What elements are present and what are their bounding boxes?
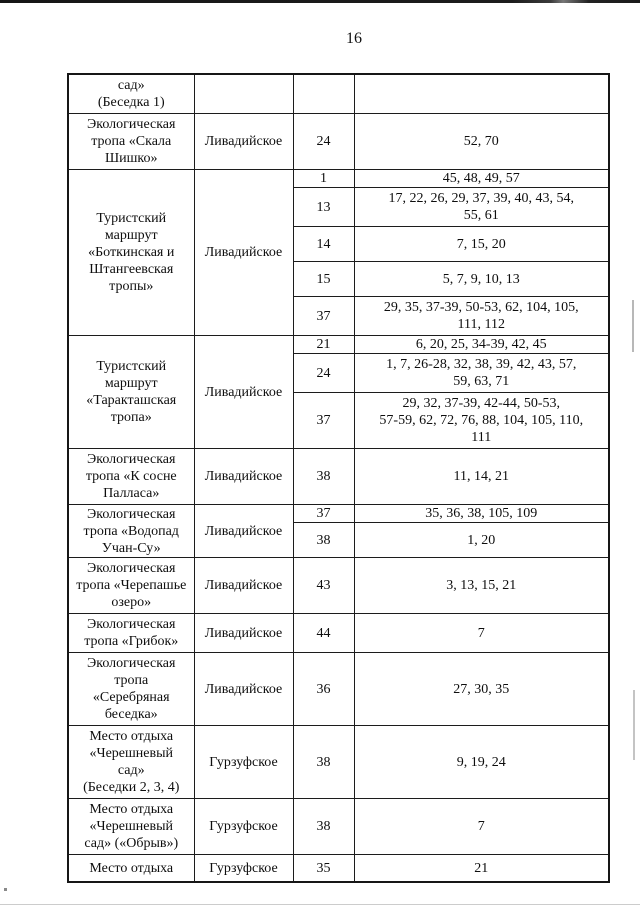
reference-numbers-cell: 17, 22, 26, 29, 37, 39, 40, 43, 54, 55, … (353, 187, 610, 227)
table-row: Место отдыха «Черешневый сад» (Беседки 2… (67, 725, 610, 799)
route-name-cell: Место отдыха «Черешневый сад» (Беседки 2… (67, 725, 195, 799)
table-row: Экологическая тропа «Грибок» Ливадийское 4… (67, 613, 610, 653)
routes-table: сад» (Беседка 1) Экологическая тропа «Ска… (67, 73, 610, 883)
route-name-cell: Туристский маршрут «Таракташская тропа» (67, 335, 195, 449)
index-number-cell: 44 (292, 613, 355, 653)
table-row: Туристский маршрут «Таракташская тропа» Л… (67, 335, 610, 449)
district-cell: Ливадийское (193, 169, 294, 336)
index-number-cell: 38 (292, 522, 355, 558)
table-row: Место отдыха «Черешневый сад» («Обрыв») Г… (67, 798, 610, 855)
route-name-cell: Экологическая тропа «Скала Шишко» (67, 113, 195, 170)
reference-numbers-cell: 1, 20 (353, 522, 610, 558)
reference-numbers-cell: 7, 15, 20 (353, 226, 610, 262)
index-number-cell: 14 (292, 226, 355, 262)
reference-numbers-cell: 11, 14, 21 (353, 448, 610, 505)
district-cell: Ливадийское (193, 113, 294, 170)
reference-numbers-cell: 7 (353, 798, 610, 855)
table-row: Экологическая тропа «Черепашье озеро» Лив… (67, 557, 610, 614)
index-number-cell: 21 (292, 335, 355, 354)
table-row: Экологическая тропа «Скала Шишко» Ливадий… (67, 113, 610, 170)
table-row: Экологическая тропа «К сосне Палласа» Лив… (67, 448, 610, 505)
index-number-cell: 38 (292, 798, 355, 855)
page-number: 16 (346, 30, 362, 47)
route-name-cell: Экологическая тропа «Грибок» (67, 613, 195, 653)
reference-numbers-cell: 27, 30, 35 (353, 652, 610, 726)
reference-numbers-cell: 29, 32, 37-39, 42-44, 50-53, 57-59, 62, … (353, 392, 610, 449)
route-name-cell: сад» (Беседка 1) (67, 73, 195, 114)
index-number-cell: 24 (292, 353, 355, 393)
reference-numbers-cell: 7 (353, 613, 610, 653)
route-name-cell: Экологическая тропа «К сосне Палласа» (67, 448, 195, 505)
reference-numbers-cell: 5, 7, 9, 10, 13 (353, 261, 610, 297)
district-cell: Ливадийское (193, 335, 294, 449)
index-number-cell: 37 (292, 392, 355, 449)
index-number-cell (292, 73, 355, 114)
index-number-cell: 37 (292, 296, 355, 336)
district-cell: Ливадийское (193, 504, 294, 558)
table-row: 14 7, 15, 20 (68, 226, 610, 262)
reference-numbers-cell: 52, 70 (353, 113, 610, 170)
reference-numbers-cell: 1, 7, 26-28, 32, 38, 39, 42, 43, 57, 59,… (353, 353, 610, 393)
table-row: Экологическая тропа «Водопад Учан-Су» Лив… (67, 504, 610, 558)
district-cell: Ливадийское (193, 652, 294, 726)
district-cell: Гурзуфское (193, 798, 294, 855)
index-number-cell: 38 (292, 448, 355, 505)
table-row: Место отдыха Гурзуфское 35 21 (67, 854, 610, 883)
district-cell: Ливадийское (193, 557, 294, 614)
table-row: 37 29, 32, 37-39, 42-44, 50-53, 57-59, 62… (68, 392, 610, 449)
scan-artifact-top-edge (0, 0, 640, 3)
district-cell: Гурзуфское (193, 854, 294, 883)
index-number-cell: 24 (292, 113, 355, 170)
scan-artifact-right-lower (633, 690, 635, 760)
reference-numbers-cell: 3, 13, 15, 21 (353, 557, 610, 614)
reference-numbers-cell: 21 (353, 854, 610, 883)
route-name-cell: Экологическая тропа «Водопад Учан-Су» (67, 504, 195, 558)
reference-numbers-cell: 29, 35, 37-39, 50-53, 62, 104, 105, 111,… (353, 296, 610, 336)
route-name-cell: Место отдыха (67, 854, 195, 883)
reference-numbers-cell: 9, 19, 24 (353, 725, 610, 799)
table-row: сад» (Беседка 1) (67, 73, 610, 114)
scan-artifact-right-upper (632, 300, 634, 352)
index-number-cell: 36 (292, 652, 355, 726)
table-row: Туристский маршрут «Боткинская и Штангее… (67, 169, 610, 336)
reference-numbers-cell: 35, 36, 38, 105, 109 (353, 504, 610, 523)
district-cell: Ливадийское (193, 448, 294, 505)
index-number-cell: 37 (292, 504, 355, 523)
index-number-cell: 35 (292, 854, 355, 883)
district-cell: Гурзуфское (193, 725, 294, 799)
index-number-cell: 15 (292, 261, 355, 297)
reference-numbers-cell: 6, 20, 25, 34-39, 42, 45 (353, 335, 610, 354)
reference-numbers-cell (353, 73, 610, 114)
index-number-cell: 43 (292, 557, 355, 614)
index-number-cell: 13 (292, 187, 355, 227)
scan-artifact-dot (4, 888, 7, 891)
index-number-cell: 38 (292, 725, 355, 799)
routes-table-body: сад» (Беседка 1) Экологическая тропа «Ска… (67, 73, 610, 883)
district-cell (193, 73, 294, 114)
route-name-cell: Экологическая тропа «Черепашье озеро» (67, 557, 195, 614)
index-number-cell: 1 (292, 169, 355, 188)
table-row: Экологическая тропа «Серебряная беседка»… (67, 652, 610, 726)
route-name-cell: Туристский маршрут «Боткинская и Штангее… (67, 169, 195, 336)
table-row: 38 1, 20 (68, 522, 610, 558)
table-row: 13 17, 22, 26, 29, 37, 39, 40, 43, 54, 55… (68, 187, 610, 227)
reference-numbers-cell: 45, 48, 49, 57 (353, 169, 610, 188)
district-cell: Ливадийское (193, 613, 294, 653)
route-name-cell: Экологическая тропа «Серебряная беседка» (67, 652, 195, 726)
route-name-cell: Место отдыха «Черешневый сад» («Обрыв») (67, 798, 195, 855)
